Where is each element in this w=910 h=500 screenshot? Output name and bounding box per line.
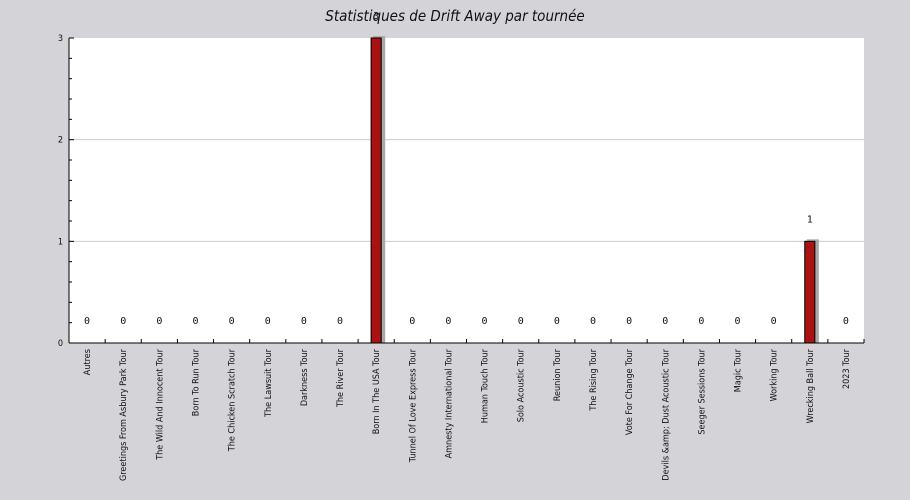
x-axis-ticks: Autres Greetings From Asbury Park Tour The… bbox=[83, 339, 865, 481]
y-tick-label: 3 bbox=[58, 34, 63, 44]
x-tick-label: 2023 Tour bbox=[842, 348, 852, 389]
data-label: 0 bbox=[265, 316, 271, 327]
data-label: 0 bbox=[662, 316, 668, 327]
y-tick-label: 1 bbox=[58, 237, 63, 247]
x-tick-label: Autres bbox=[83, 349, 93, 375]
gridlines bbox=[69, 139, 864, 242]
data-label: 0 bbox=[120, 316, 126, 327]
bar bbox=[370, 37, 382, 344]
data-label: 1 bbox=[807, 214, 813, 225]
x-tick-label: Wrecking Ball Tour bbox=[806, 348, 816, 423]
x-tick-label: Solo Acoustic Tour bbox=[517, 348, 527, 422]
x-tick-label: The Chicken Scratch Tour bbox=[228, 348, 238, 452]
data-labels: 0 0 0 0 0 0 0 0 3 0 0 0 0 0 0 0 0 0 0 0 1 0 bbox=[84, 11, 849, 327]
data-label: 0 bbox=[518, 316, 524, 327]
x-tick-label: Tunnel Of Love Express Tour bbox=[408, 348, 418, 463]
y-tick-label: 0 bbox=[58, 339, 63, 349]
plot-area bbox=[69, 38, 864, 343]
bar bbox=[804, 240, 816, 344]
data-label: 0 bbox=[84, 316, 90, 327]
x-tick-label: Magic Tour bbox=[734, 348, 744, 392]
x-tick-label: The Rising Tour bbox=[589, 348, 599, 411]
x-tick-label: Working Tour bbox=[770, 348, 780, 401]
x-tick-label: Vote For Change Tour bbox=[625, 348, 635, 435]
data-label: 0 bbox=[698, 316, 704, 327]
data-label: 3 bbox=[373, 11, 379, 22]
data-label: 0 bbox=[192, 316, 198, 327]
data-label: 0 bbox=[554, 316, 560, 327]
x-tick-label: Amnesty International Tour bbox=[444, 348, 454, 458]
data-label: 0 bbox=[409, 316, 415, 327]
data-label: 0 bbox=[337, 316, 343, 327]
data-label: 0 bbox=[735, 316, 741, 327]
data-label: 0 bbox=[301, 316, 307, 327]
x-tick-label: Seeger Sessions Tour bbox=[697, 348, 707, 434]
data-label: 0 bbox=[229, 316, 235, 327]
x-tick-label: Devils &amp; Dust Acoustic Tour bbox=[661, 348, 671, 480]
x-tick-label: Reunion Tour bbox=[553, 348, 563, 401]
x-tick-label: The Wild And Innocent Tour bbox=[155, 348, 165, 460]
x-tick-label: The Lawsuit Tour bbox=[264, 348, 274, 418]
data-label: 0 bbox=[626, 316, 632, 327]
x-tick-label: Born To Run Tour bbox=[191, 348, 201, 416]
x-tick-label: Born In The USA Tour bbox=[372, 348, 382, 434]
data-label: 0 bbox=[590, 316, 596, 327]
data-label: 0 bbox=[445, 316, 451, 327]
x-tick-label: Human Touch Tour bbox=[481, 348, 491, 423]
y-axis-ticks: 0 1 2 3 bbox=[58, 34, 74, 349]
x-tick-label: Greetings From Asbury Park Tour bbox=[119, 348, 129, 481]
data-label: 0 bbox=[482, 316, 488, 327]
chart-title: Statistiques de Drift Away par tournée bbox=[325, 7, 584, 25]
x-tick-label: The River Tour bbox=[336, 348, 346, 408]
data-label: 0 bbox=[771, 316, 777, 327]
data-label: 0 bbox=[156, 316, 162, 327]
data-label: 0 bbox=[843, 316, 849, 327]
x-tick-label: Darkness Tour bbox=[300, 348, 310, 406]
y-tick-label: 2 bbox=[58, 136, 63, 146]
